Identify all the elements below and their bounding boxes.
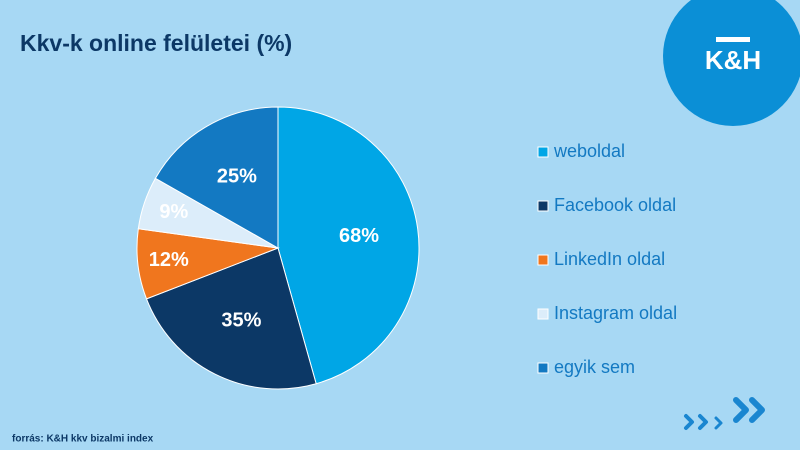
legend-label: Facebook oldal xyxy=(554,195,676,215)
legend-label: Instagram oldal xyxy=(554,303,677,323)
pie-slice xyxy=(277,106,420,385)
data-label: 68% xyxy=(339,225,379,247)
legend-label: egyik sem xyxy=(554,357,635,377)
chevrons xyxy=(684,397,765,430)
logo-text: K&H xyxy=(705,45,761,75)
data-label: 35% xyxy=(221,309,261,331)
legend-swatch xyxy=(537,254,549,266)
pie-slice xyxy=(145,247,317,390)
legend-swatch xyxy=(537,146,549,158)
pie-slice xyxy=(154,106,279,249)
legend-swatch xyxy=(537,362,549,374)
logo-circle xyxy=(663,0,800,126)
data-label: 12% xyxy=(149,249,189,271)
source: forrás: K&H kkv bizalmi index xyxy=(12,434,154,445)
data-label: 9% xyxy=(159,201,188,223)
legend-label: LinkedIn oldal xyxy=(554,249,665,269)
legend-swatch xyxy=(537,308,549,320)
data-label: 25% xyxy=(217,166,257,188)
chart-title: Kkv-k online felületei (%) xyxy=(20,30,292,56)
legend-label: weboldal xyxy=(553,141,625,161)
logo-bar xyxy=(716,37,750,42)
legend-swatch xyxy=(537,200,549,212)
